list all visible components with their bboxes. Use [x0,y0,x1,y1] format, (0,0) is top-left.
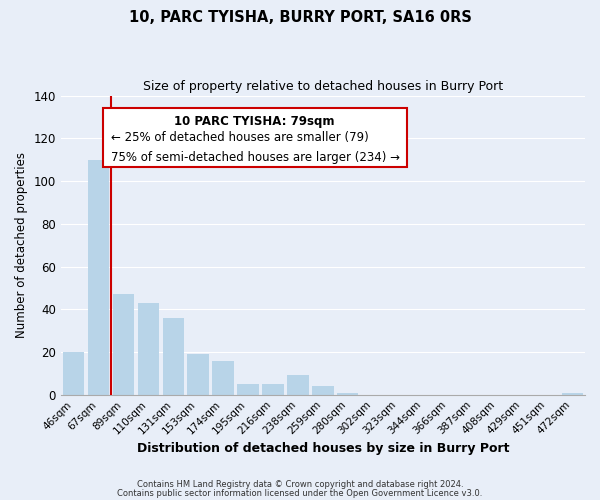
Bar [287,376,308,394]
Text: Contains public sector information licensed under the Open Government Licence v3: Contains public sector information licen… [118,489,482,498]
Bar [113,294,134,394]
FancyBboxPatch shape [103,108,407,168]
Bar [212,360,233,394]
Text: 10, PARC TYISHA, BURRY PORT, SA16 0RS: 10, PARC TYISHA, BURRY PORT, SA16 0RS [128,10,472,25]
Title: Size of property relative to detached houses in Burry Port: Size of property relative to detached ho… [143,80,503,93]
Text: Contains HM Land Registry data © Crown copyright and database right 2024.: Contains HM Land Registry data © Crown c… [137,480,463,489]
Text: ← 25% of detached houses are smaller (79): ← 25% of detached houses are smaller (79… [110,132,368,144]
Bar [163,318,184,394]
Y-axis label: Number of detached properties: Number of detached properties [15,152,28,338]
Text: 75% of semi-detached houses are larger (234) →: 75% of semi-detached houses are larger (… [110,151,400,164]
Bar [137,303,159,394]
Bar [187,354,209,395]
Bar [238,384,259,394]
Bar [62,352,84,395]
X-axis label: Distribution of detached houses by size in Burry Port: Distribution of detached houses by size … [137,442,509,455]
Bar [337,392,358,394]
Bar [562,392,583,394]
Bar [312,386,334,394]
Text: 10 PARC TYISHA: 79sqm: 10 PARC TYISHA: 79sqm [175,115,335,128]
Bar [262,384,284,394]
Bar [88,160,109,394]
